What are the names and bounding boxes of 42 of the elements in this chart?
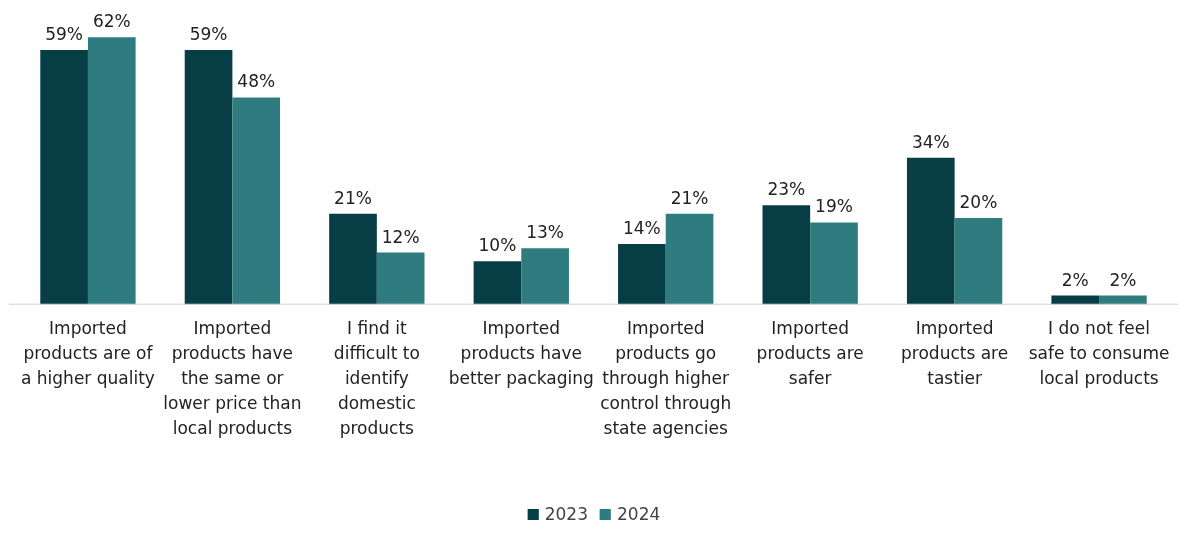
data-label: 59% [45, 24, 84, 45]
legend-label: 2024 [617, 504, 661, 524]
legend-label: 2023 [544, 504, 588, 524]
bar [906, 157, 955, 305]
x-tick-label: I find it difficult to identify domestic products [333, 318, 420, 439]
bar [87, 37, 136, 305]
bar [184, 50, 233, 305]
data-label: 21% [334, 187, 372, 208]
data-label: 10% [478, 235, 517, 256]
bar [618, 243, 666, 305]
bar [232, 97, 281, 305]
x-tick-label: Imported products have the same or lower price than local products [163, 318, 302, 439]
bar [40, 50, 88, 305]
x-tick-label: Imported products have better packaging [448, 318, 594, 389]
data-label: 14% [623, 217, 661, 238]
x-tick-label: Imported products are of a higher quality [21, 318, 155, 389]
bar [1051, 295, 1100, 305]
data-label: 19% [815, 196, 853, 217]
data-label: 2% [1061, 269, 1089, 290]
bar [329, 213, 377, 305]
data-label: 48% [237, 71, 276, 92]
bar [762, 205, 811, 305]
data-label: 62% [92, 11, 131, 32]
x-tick-label: Imported products are safer [756, 318, 864, 389]
data-label: 20% [959, 192, 998, 213]
x-tick-label: Imported products go through higher control through state agencies [600, 318, 732, 439]
bar [954, 218, 1003, 305]
data-label: 59% [189, 24, 228, 45]
bar [810, 222, 858, 305]
x-tick-label: I do not feel safe to consume local products [1028, 318, 1170, 389]
data-label: 21% [670, 187, 709, 208]
x-tick-label: Imported products are tastier [901, 318, 1009, 389]
bar [376, 252, 425, 305]
bar [665, 213, 714, 305]
data-label: 23% [767, 179, 806, 200]
bar [1099, 295, 1147, 305]
bar [521, 248, 569, 305]
data-label: 13% [526, 222, 565, 243]
data-label: 12% [381, 226, 420, 247]
bar [473, 261, 522, 305]
data-label: 2% [1109, 269, 1137, 290]
data-label: 34% [911, 131, 950, 152]
